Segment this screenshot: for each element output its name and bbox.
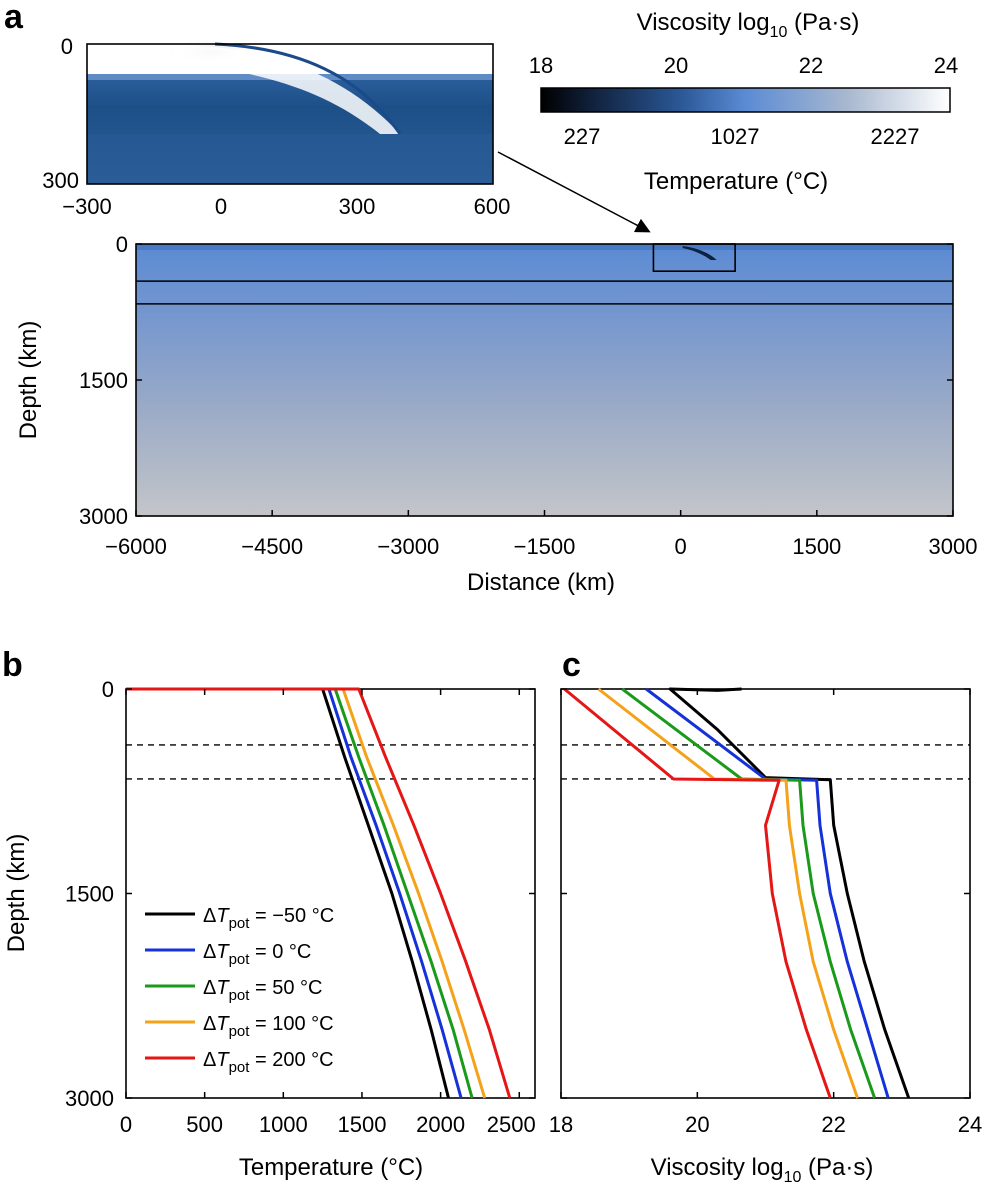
legend-label: ΔTpot = 0 °C <box>203 941 311 968</box>
plot-c-ticks: 18 20 22 24 <box>549 688 982 1137</box>
zoom-arrow <box>497 151 651 233</box>
series-line <box>126 687 487 1099</box>
series-line <box>126 687 450 1099</box>
inset-lower <box>87 134 493 184</box>
inset-slab-edge <box>214 42 402 135</box>
inset-xtick: 600 <box>474 194 511 219</box>
colorbar-temp-tick: 227 <box>564 124 601 149</box>
main-xtick-label: 0 <box>675 534 687 559</box>
colorbar-temp-tick: 1027 <box>711 124 760 149</box>
slab-mark <box>682 246 717 260</box>
xtick-label: 1500 <box>337 1112 386 1137</box>
plot-viscosity: 18 20 22 24 Viscosity log10 (Pa·s) <box>549 687 982 1186</box>
inset-ytick: 0 <box>61 34 73 59</box>
legend-label: ΔTpot = 100 °C <box>203 1013 334 1040</box>
panel-label-a: a <box>4 0 24 36</box>
mantle-field <box>136 244 953 516</box>
inset-ytick: 300 <box>42 168 79 193</box>
xtick-label: 18 <box>549 1112 573 1137</box>
plot-c-xlabel: Viscosity log10 (Pa·s) <box>651 1154 874 1186</box>
plot-b-frame <box>125 688 536 1099</box>
colorbar-visc-tick: 24 <box>934 53 958 78</box>
main-boundaries <box>136 280 953 305</box>
legend-label: ΔTpot = 200 °C <box>203 1049 334 1076</box>
legend: ΔTpot = −50 °C ΔTpot = 0 °C ΔTpot = 50 °C Δ… <box>145 905 334 1076</box>
inset-xtick: −300 <box>62 194 112 219</box>
xtick-label: 2000 <box>416 1112 465 1137</box>
xtick-label: 2500 <box>487 1112 536 1137</box>
plot-b-dashed <box>126 744 535 780</box>
plot-b-ticks: 0 500 1000 1500 2000 2500 0 1500 3000 <box>65 677 536 1137</box>
inset-xtick: 300 <box>339 194 376 219</box>
main-xtick-label: −1500 <box>514 534 576 559</box>
inset-frame <box>86 43 494 185</box>
series-line <box>126 687 512 1099</box>
xtick-label: 0 <box>120 1112 132 1137</box>
series-line <box>126 687 474 1099</box>
colorbar-visc-tick: 22 <box>799 53 823 78</box>
xtick-label: 24 <box>958 1112 982 1137</box>
inset-slab-halo <box>170 44 400 134</box>
xtick-label: 1000 <box>259 1112 308 1137</box>
plot-c-frame <box>560 688 971 1099</box>
main-xtick-label: 3000 <box>929 534 978 559</box>
panel-label-c: c <box>562 646 581 684</box>
xtick-label: 500 <box>186 1112 223 1137</box>
main-xtick-label: −3000 <box>377 534 439 559</box>
series-line <box>563 687 832 1099</box>
inset-xtick: 0 <box>215 194 227 219</box>
colorbar-visc-tick: 18 <box>529 53 553 78</box>
inset-plot: 0 300 −300 0 300 600 <box>42 34 510 219</box>
xtick-label: 22 <box>821 1112 845 1137</box>
panel-label-b: b <box>2 646 23 684</box>
main-ylabel: Depth (km) <box>15 321 42 440</box>
series-line <box>668 687 911 1099</box>
legend-label: ΔTpot = −50 °C <box>203 905 334 932</box>
colorbar: Viscosity log10 (Pa·s) 18 20 22 24 227 1… <box>529 9 958 195</box>
plot-b-xlabel: Temperature (°C) <box>239 1154 423 1181</box>
ytick-label: 0 <box>102 677 114 702</box>
plot-b-ylabel: Depth (km) <box>3 834 30 953</box>
plot-b-lines <box>126 687 512 1099</box>
main-section: 0 1500 3000 −6000 −4500 −3000 −1500 0 1500 3000 D… <box>15 232 977 596</box>
main-ytick-label: 1500 <box>79 368 128 393</box>
plot-c-lines <box>563 687 911 1099</box>
legend-label: ΔTpot = 50 °C <box>203 977 322 1004</box>
colorbar-temp-label: Temperature (°C) <box>644 168 828 195</box>
main-xtick-label: −4500 <box>241 534 303 559</box>
main-xtick-label: 1500 <box>792 534 841 559</box>
ytick-label: 1500 <box>65 882 114 907</box>
colorbar-title: Viscosity log10 (Pa·s) <box>637 9 860 41</box>
colorbar-visc-tick: 20 <box>664 53 688 78</box>
mantle-top-band <box>136 244 953 250</box>
xtick-label: 20 <box>685 1112 709 1137</box>
colorbar-gradient <box>540 87 951 113</box>
plot-temperature: 0 500 1000 1500 2000 2500 0 1500 3000 ΔTpot = −5… <box>3 677 536 1181</box>
main-xlabel: Distance (km) <box>467 569 615 596</box>
series-line <box>126 687 463 1099</box>
ytick-label: 3000 <box>65 1086 114 1111</box>
colorbar-temp-tick: 2227 <box>871 124 920 149</box>
main-ytick-label: 0 <box>116 232 128 257</box>
main-xtick-label: −6000 <box>105 534 167 559</box>
plot-c-dashed <box>561 744 970 780</box>
main-ytick-label: 3000 <box>79 504 128 529</box>
main-ticks: 0 1500 3000 −6000 −4500 −3000 −1500 0 1500 3000 <box>79 232 977 559</box>
